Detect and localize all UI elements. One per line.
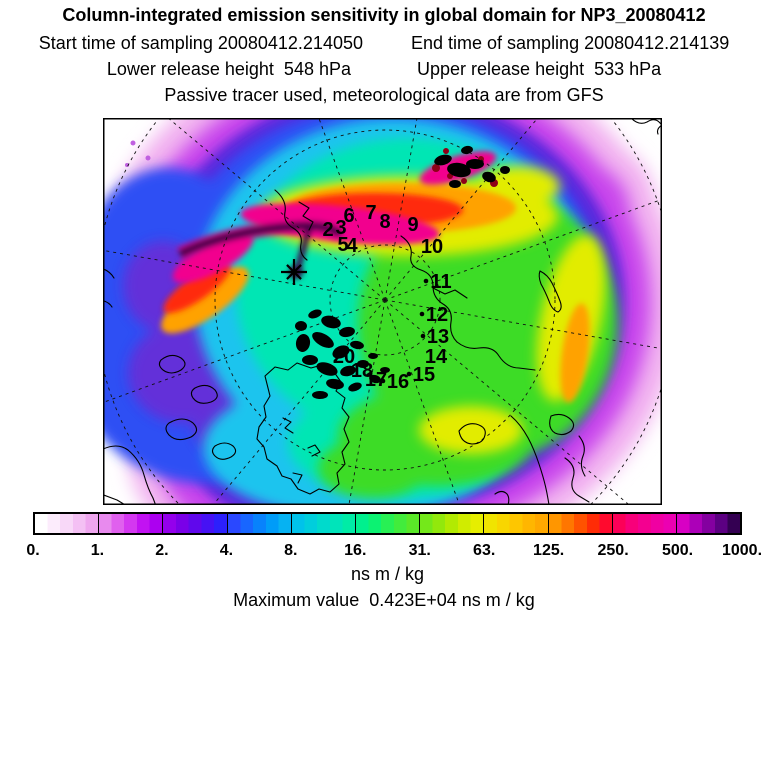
trajectory-point-number: 14 (425, 346, 448, 368)
colorbar-segment (611, 514, 676, 533)
archipelago-land (295, 145, 510, 399)
release-heights-line: Lower release height 548 hPa Upper relea… (0, 59, 768, 80)
colorbar-segment (226, 514, 291, 533)
colorbar-tick-labels: 0. 1. 2. 4. 8. 16. 31. 63. 125. 250. 500. 1000. (26, 542, 762, 560)
colorbar-tick: 4. (219, 542, 234, 559)
start-time-text: Start time of sampling 20080412.214050 (38, 33, 363, 53)
trajectory-point-number: 13 (427, 326, 449, 348)
colorbar-tick: 8. (284, 542, 298, 559)
release-location-star-icon (281, 259, 307, 285)
trajectory-point-marker (423, 278, 429, 284)
colorbar-tick: 63. (473, 542, 496, 559)
colorbar-tick: 500. (661, 542, 694, 559)
trajectory-point-number: 9 (407, 214, 418, 236)
end-time-text: End time of sampling 20080412.214139 (411, 33, 730, 53)
trajectory-point-number: 6 (343, 205, 354, 227)
trajectory-point-number: 3 (335, 217, 346, 239)
graticule (103, 118, 662, 505)
trajectory-point-number: 2 (322, 219, 333, 241)
trajectory-point-marker (406, 371, 412, 377)
colorbar-segment (98, 514, 163, 533)
colorbar-tick: 16. (344, 542, 367, 559)
upper-release-text: Upper release height 533 hPa (417, 59, 662, 79)
colorbar-tick: 0. (26, 542, 40, 559)
colorbar-segment (547, 514, 612, 533)
colorbar-segment (419, 514, 484, 533)
tracer-note-line: Passive tracer used, meteorological data… (0, 85, 768, 106)
trajectory-point-marker (420, 333, 426, 339)
colorbar-segment (290, 514, 355, 533)
colorbar-tick: 125. (533, 542, 565, 559)
trajectory-point-number: 18 (351, 360, 373, 382)
trajectory-point-number: 17 (365, 369, 387, 391)
colorbar (33, 512, 742, 535)
sensitivity-map: 2 3 5 4 6 7 8 9 10 11 12 13 14 15 16 17 18 20 (103, 118, 662, 505)
trajectory-point-number: 11 (430, 271, 451, 293)
trajectory-point-marker (344, 367, 350, 373)
colorbar-tick: 1000. (721, 542, 763, 559)
trajectory-streak (176, 218, 345, 279)
trajectory-point-marker (419, 311, 425, 317)
trajectory-point-number: 20 (333, 346, 355, 368)
colorbar-tick: 2. (155, 542, 169, 559)
colorbar-tick: 1. (90, 542, 105, 559)
colorbar-tick: 250. (597, 542, 629, 559)
trajectory-point-number: 10 (421, 236, 443, 258)
colorbar-units: ns m / kg (350, 564, 425, 584)
sampling-times-line: Start time of sampling 20080412.214050 E… (0, 33, 768, 54)
figure-title: Column-integrated emission sensitivity i… (0, 5, 768, 26)
trajectory-point-number: 12 (426, 304, 448, 326)
trajectory-point-number: 8 (379, 211, 390, 233)
colorbar-segment (162, 514, 227, 533)
max-value-label: Maximum value 0.423E+04 ns m / kg (233, 590, 535, 610)
colorbar-segment (675, 514, 741, 533)
colorbar-segment (354, 514, 420, 533)
trajectory-point-number: 4 (346, 235, 358, 257)
trajectory-point-number: 15 (413, 364, 435, 386)
trajectory-point-number: 7 (365, 202, 376, 224)
colorbar-tick: 31. (408, 542, 431, 559)
tracer-note-text: Passive tracer used, meteorological data… (164, 85, 604, 105)
map-frame (103, 118, 662, 505)
lower-release-text: Lower release height 548 hPa (106, 59, 351, 79)
trajectory-point-number: 5 (337, 234, 348, 256)
trajectory-point-marker (380, 378, 386, 384)
colorbar-segment (35, 514, 99, 533)
colorbar-segment (483, 514, 548, 533)
trajectory-point-number: 16 (387, 371, 409, 393)
figure-title-text: Column-integrated emission sensitivity i… (62, 5, 706, 25)
